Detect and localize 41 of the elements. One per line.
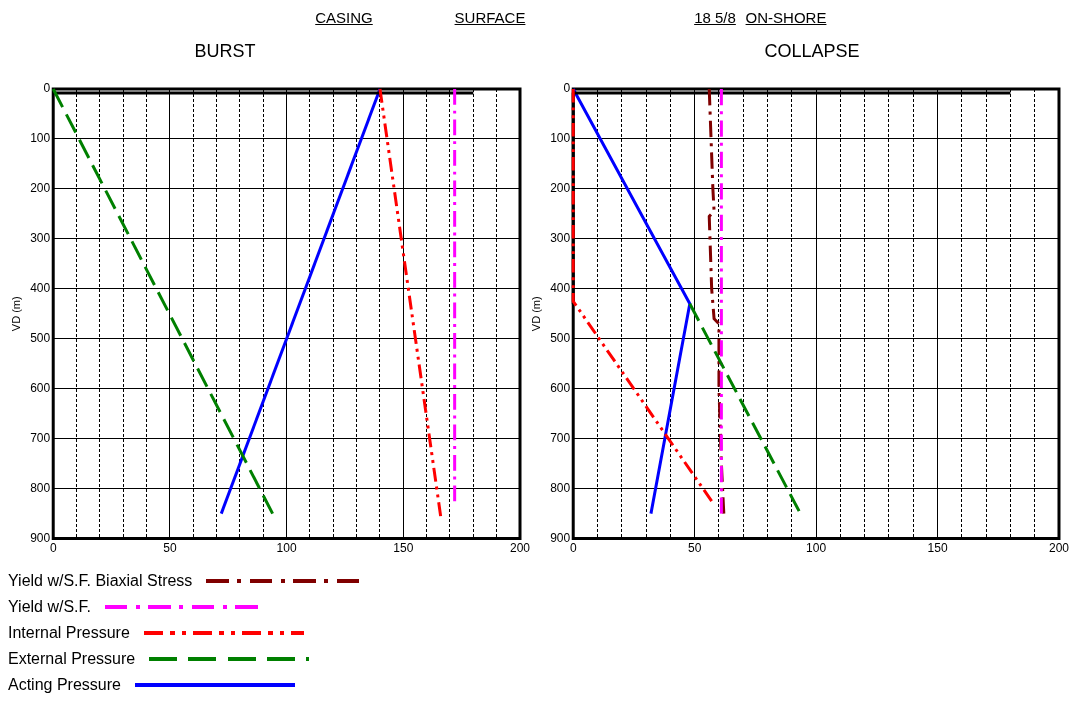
y-tick-label: 200 [30,181,51,196]
legend-label: External Pressure [8,650,136,668]
y-tick-label: 100 [30,131,51,146]
chart-title: COLLAPSE [763,41,861,62]
y-tick-label: 700 [30,431,51,445]
x-tick-label: 100 [276,541,297,556]
y-axis-title: VD (m) [529,296,542,332]
text: CASING [314,9,374,26]
x-tick-label: 200 [509,541,531,556]
y-tick-label: 300 [30,231,51,246]
text: ON-SHORE [745,9,827,26]
y-tick-label: 900 [30,530,51,545]
y-tick-label: 800 [550,480,571,495]
y-tick-label: 400 [30,281,51,296]
y-tick-label: 500 [30,331,51,346]
y-tick-label: 700 [550,431,571,445]
y-tick-label: 200 [550,181,571,196]
x-tick-label: 150 [393,541,414,556]
x-tick-label: 150 [927,541,948,556]
y-tick-label: 400 [550,281,571,296]
y-tick-label: 500 [550,331,571,346]
x-tick-label: 50 [163,541,177,556]
x-tick-label: 100 [806,541,827,556]
y-axis-title: VD (m) [9,296,22,332]
y-tick-label: 900 [550,530,571,545]
legend-label: Acting Pressure [8,676,121,694]
y-tick-label: 600 [550,381,571,396]
y-tick-label: 0 [563,81,571,96]
legend-label: Yield w/S.F. Biaxial Stress [8,572,193,590]
y-tick-label: 600 [30,381,51,396]
chart-title: BURST [193,41,257,62]
y-tick-label: 100 [550,131,571,146]
legend-label: Internal Pressure [8,624,130,642]
text: 18 5/8 [694,9,736,26]
x-tick-label: 50 [687,541,702,556]
y-tick-label: 800 [30,480,51,495]
y-tick-label: 300 [550,231,571,246]
text: SURFACE [453,9,527,26]
y-tick-label: 0 [43,81,51,96]
legend-label: Yield w/S.F. [8,598,91,616]
x-tick-label: 200 [1048,541,1070,556]
